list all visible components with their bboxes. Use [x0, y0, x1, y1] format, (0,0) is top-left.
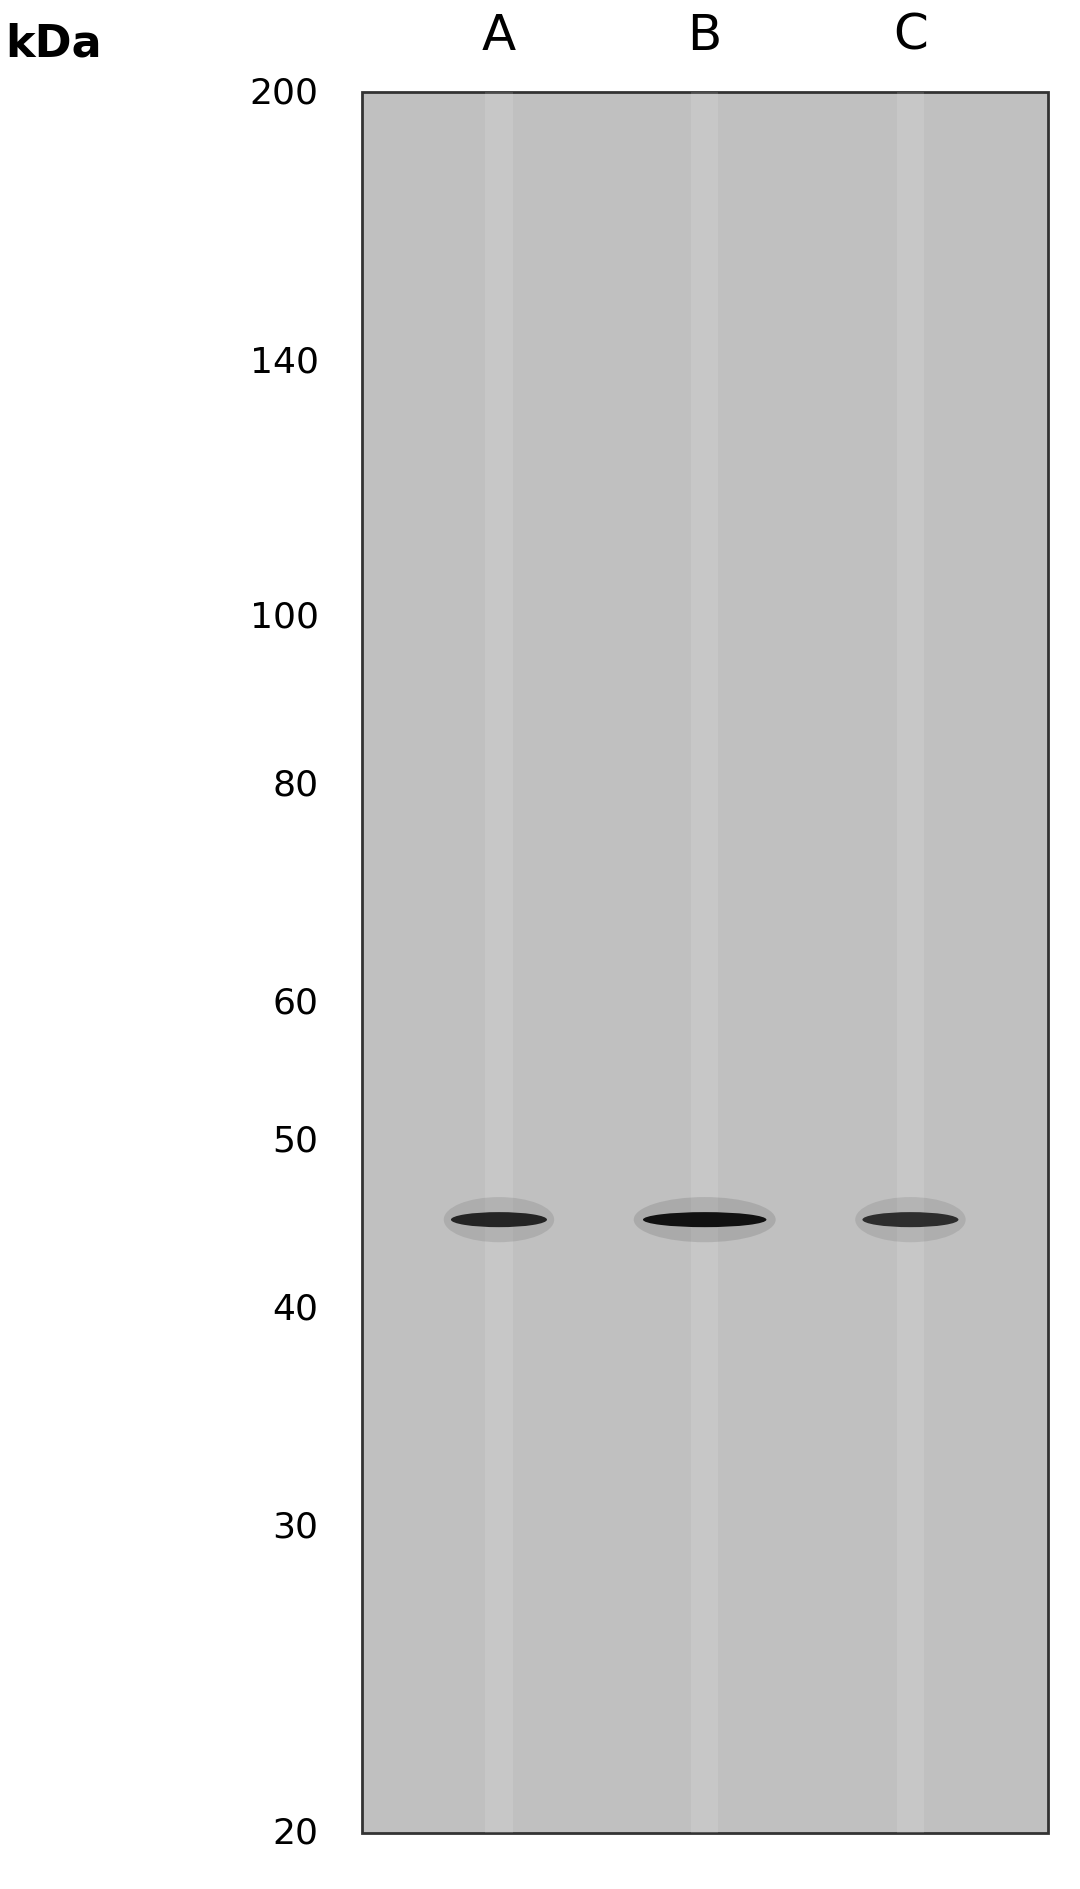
Ellipse shape — [634, 1198, 775, 1243]
Text: 140: 140 — [249, 346, 319, 380]
FancyBboxPatch shape — [896, 93, 924, 1832]
Text: 40: 40 — [272, 1292, 319, 1326]
FancyBboxPatch shape — [362, 93, 1048, 1832]
Text: 30: 30 — [272, 1509, 319, 1543]
Text: 200: 200 — [249, 76, 319, 110]
Text: kDa: kDa — [5, 23, 102, 64]
FancyBboxPatch shape — [691, 93, 718, 1832]
Text: A: A — [482, 11, 516, 59]
Ellipse shape — [855, 1198, 966, 1243]
Text: B: B — [688, 11, 721, 59]
FancyBboxPatch shape — [485, 93, 513, 1832]
Ellipse shape — [863, 1213, 958, 1228]
Text: 60: 60 — [272, 986, 319, 1020]
Text: 80: 80 — [272, 769, 319, 803]
Ellipse shape — [451, 1213, 546, 1228]
Text: 50: 50 — [272, 1124, 319, 1158]
Ellipse shape — [643, 1213, 767, 1228]
Text: C: C — [893, 11, 928, 59]
Text: 20: 20 — [272, 1815, 319, 1849]
Ellipse shape — [444, 1198, 554, 1243]
Text: 100: 100 — [249, 601, 319, 635]
